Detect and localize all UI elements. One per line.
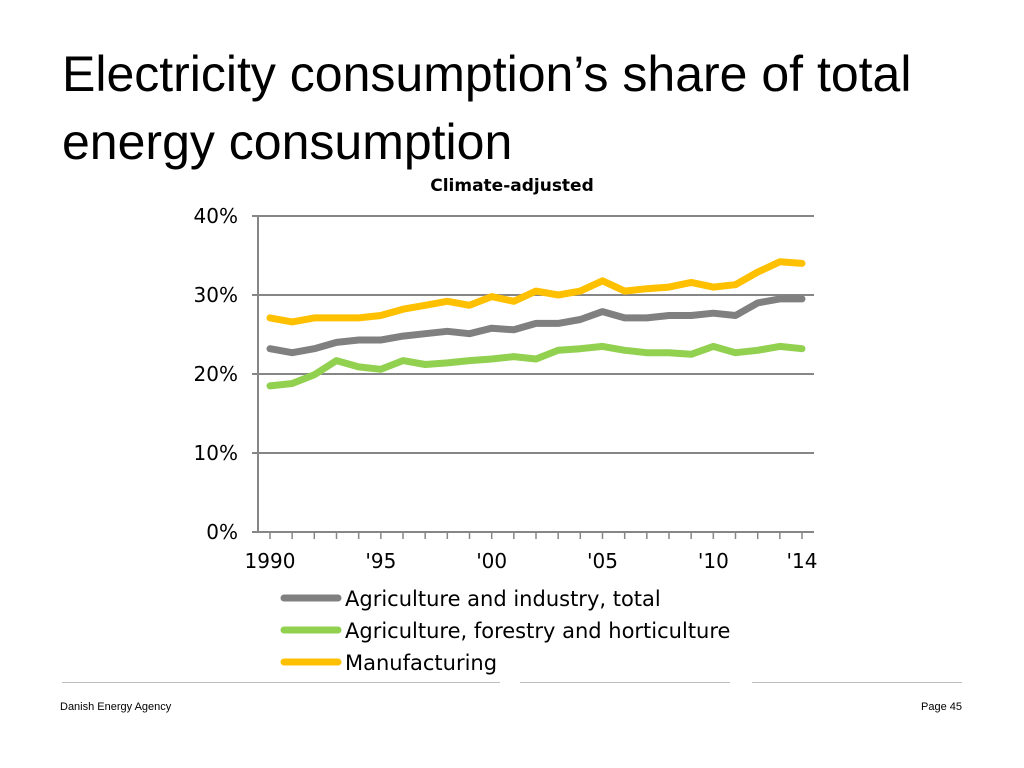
x-tick-label: '10 <box>698 549 729 573</box>
series-line-agriculture-and-industry-total <box>266 295 806 357</box>
legend-label: Manufacturing <box>345 651 497 675</box>
x-tick-label: '95 <box>365 549 396 573</box>
chart-title: Climate-adjusted <box>430 176 594 196</box>
footer-rule <box>157 682 500 683</box>
footer-rule <box>520 682 730 683</box>
y-tick-label: 0% <box>206 520 238 544</box>
series-line-agriculture-forestry-horticulture <box>266 342 806 390</box>
footer-rule <box>752 682 862 683</box>
series-line-manufacturing <box>266 258 806 326</box>
x-tick-label: '05 <box>587 549 618 573</box>
slide-title: Electricity consumption’s share of total… <box>62 46 912 170</box>
legend-label: Agriculture, forestry and horticulture <box>345 619 730 643</box>
y-tick-label: 10% <box>194 441 238 465</box>
x-tick-label: 1990 <box>245 549 296 573</box>
footer-page-number: Page 45 <box>921 701 962 713</box>
footer-organization: Danish Energy Agency <box>60 701 172 713</box>
y-tick-label: 30% <box>194 283 238 307</box>
legend-label: Agriculture and industry, total <box>345 587 661 611</box>
footer-rule <box>862 682 962 683</box>
x-tick-label: '00 <box>476 549 507 573</box>
line-chart: 0% 10% 20% 30% 40% 1990 '95 '00 '05 '10 '14 Agricu… <box>194 204 818 675</box>
y-tick-label: 40% <box>194 204 238 228</box>
y-tick-label: 20% <box>194 362 238 386</box>
x-tick-label: '14 <box>787 549 818 573</box>
footer-rule <box>62 682 157 683</box>
